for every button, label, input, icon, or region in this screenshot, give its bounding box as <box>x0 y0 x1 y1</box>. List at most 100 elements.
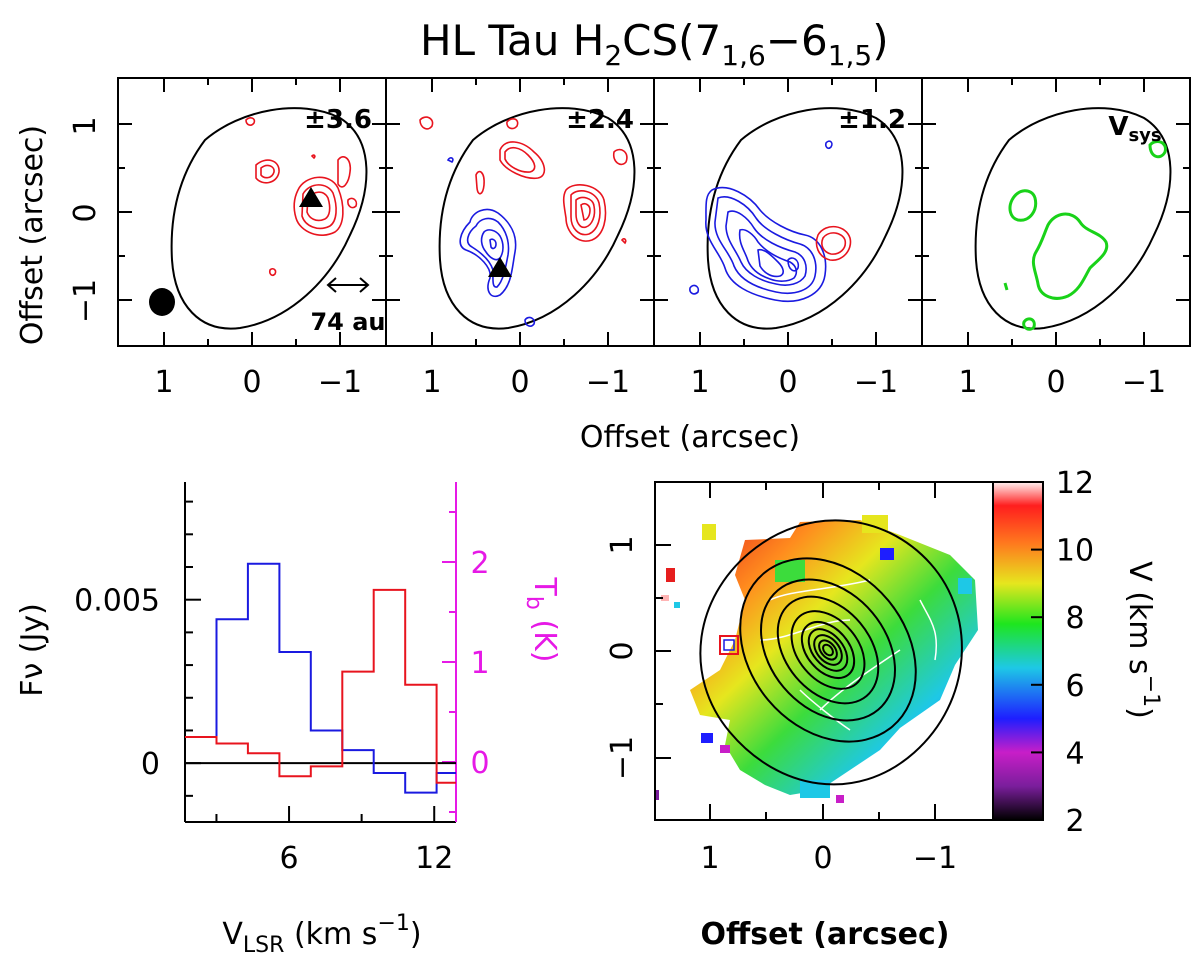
colorbar <box>992 481 1044 821</box>
channel-maps: Offset (arcsec) 1 0 −1 1 0 −1 1 0 −1 1 0… <box>15 77 1191 455</box>
pixel-pink-1 <box>661 595 669 601</box>
spectrum-ylabel: Fν (Jy) <box>15 603 50 697</box>
spectrum-rtick-1: 1 <box>470 646 489 681</box>
continuum-contour-ellipse <box>807 628 849 672</box>
p2-xtick-1: 1 <box>422 365 441 400</box>
panel-2: ±2.4 <box>419 105 636 330</box>
map-ytick-m1: −1 <box>605 736 640 780</box>
pixel-red-1 <box>666 568 675 582</box>
spectrum-rtick-0: 0 <box>470 746 489 781</box>
p1-xtick-0: 0 <box>242 365 261 400</box>
map-ytick-1: 1 <box>605 535 640 554</box>
p3-xtick-1: 1 <box>690 365 709 400</box>
continuum-contour-ellipse <box>790 610 866 690</box>
p3-disk-outline <box>706 107 904 330</box>
channel-xlabel: Offset (arcsec) <box>580 420 800 455</box>
pixel-cyan-1 <box>674 602 680 608</box>
colorbar-label: V (km s−1) <box>1122 561 1163 719</box>
continuum-contour-ellipse <box>776 595 880 705</box>
colorbar-tick-2: 2 <box>1065 804 1084 839</box>
pixel-yellow-1 <box>702 524 716 540</box>
svg-text:HL Tau H2CS(71,6−61,5): HL Tau H2CS(71,6−61,5) <box>420 16 889 72</box>
p4-xtick-0: 0 <box>1046 365 1065 400</box>
figure-title: HL Tau H2CS(71,6−61,5) <box>420 16 889 72</box>
p1-red-contours <box>245 117 358 276</box>
map-xtick-1: 1 <box>700 841 719 876</box>
continuum-contour-ellipse <box>813 634 843 666</box>
map-xlabel: Offset (arcsec) <box>700 917 949 952</box>
continuum-contour-ellipse <box>818 639 838 661</box>
p2-triangle-marker <box>488 257 512 277</box>
p3-xtick-m1: −1 <box>854 365 898 400</box>
title-close: ) <box>872 16 888 65</box>
p4-green-contours <box>1003 140 1167 331</box>
title-sub2: 2 <box>604 39 622 72</box>
p4-xtick-1: 1 <box>958 365 977 400</box>
pixel-magenta-1 <box>836 795 844 803</box>
p2-disk-outline <box>438 107 636 330</box>
p2-blue-contours <box>446 157 536 327</box>
panel-1: 74 au ±3.6 <box>149 105 386 336</box>
title-mid: CS(7 <box>622 16 721 65</box>
spectrum-xlabel-units: (km s <box>284 917 377 952</box>
channel-ticks <box>118 78 1190 346</box>
colorbar-label-main: V (km s <box>1122 561 1157 675</box>
spectrum-ytick-0005: 0.005 <box>74 584 160 619</box>
spectrum-xlabel-main: V <box>222 917 243 952</box>
colorbar-ticks <box>1031 481 1043 821</box>
colorbar-label-sup: −1 <box>1138 675 1163 707</box>
panel-2-label: ±2.4 <box>566 105 634 135</box>
p2-xtick-m1: −1 <box>586 365 630 400</box>
continuum-contours <box>699 519 963 786</box>
continuum-contour-ellipse <box>739 557 917 743</box>
p1-xtick-1: 1 <box>154 365 173 400</box>
panel-4-frame <box>921 77 1191 347</box>
velocity-region <box>690 520 978 795</box>
colorbar-tick-12: 12 <box>1056 466 1094 501</box>
title-main: HL Tau H <box>420 16 604 65</box>
pixel-cyan-3 <box>958 578 972 594</box>
map-ytick-0: 0 <box>605 641 640 660</box>
continuum-contour-ellipse <box>822 643 834 657</box>
p3-red-contours <box>815 225 852 261</box>
panel-1-label: ±3.6 <box>304 105 372 135</box>
pixel-magenta-3 <box>655 790 659 800</box>
panel-3-label: ±1.2 <box>838 105 906 135</box>
pixel-blue-2 <box>880 548 894 560</box>
p4-disk-outline <box>974 107 1172 330</box>
scale-bar-arrow <box>326 277 370 293</box>
pixel-blue-1 <box>701 733 713 743</box>
iso-velocity-contours <box>759 579 938 731</box>
p3-blue-contours <box>689 140 833 302</box>
spectrum-xlabel: VLSR (km s−1) <box>222 911 421 958</box>
colorbar-tick-10: 10 <box>1056 534 1094 569</box>
spectrum-red-series <box>185 588 456 784</box>
title-sub16: 1,6 <box>721 39 766 72</box>
scale-label: 74 au <box>310 308 385 336</box>
spectrum-ticks <box>185 500 456 822</box>
panel-4-label: Vsys <box>1108 112 1161 146</box>
p4-xtick-m1: −1 <box>1122 365 1166 400</box>
spectrum-xtick-12: 12 <box>415 841 453 876</box>
spectrum-rtick-2: 2 <box>470 546 489 581</box>
marker-square-outer <box>719 635 739 655</box>
title-dash: −6 <box>766 16 828 65</box>
continuum-contour-ellipse <box>800 621 856 679</box>
p2-red-contours <box>419 116 628 245</box>
colorbar-tick-4: 4 <box>1065 736 1084 771</box>
title-sub15: 1,5 <box>828 39 873 72</box>
channel-ytick-0: 0 <box>68 203 103 222</box>
continuum-contour-ellipse <box>760 578 896 722</box>
spectrum-xlabel-close: ) <box>410 917 422 952</box>
channel-ytick-m1: −1 <box>68 279 103 323</box>
map-xtick-0: 0 <box>813 841 832 876</box>
p3-xtick-0: 0 <box>778 365 797 400</box>
outer-continuum-contour <box>699 519 963 786</box>
beam-ellipse <box>149 288 175 316</box>
spectrum-right-label-units: (K) <box>527 610 562 663</box>
velocity-field <box>655 515 978 803</box>
p1-xtick-m1: −1 <box>318 365 362 400</box>
pixel-green-1 <box>775 560 805 582</box>
spectrum-panel: 0 0.005 6 12 0 1 2 Fν (Jy) Tb (K) VLSR (… <box>15 482 562 958</box>
